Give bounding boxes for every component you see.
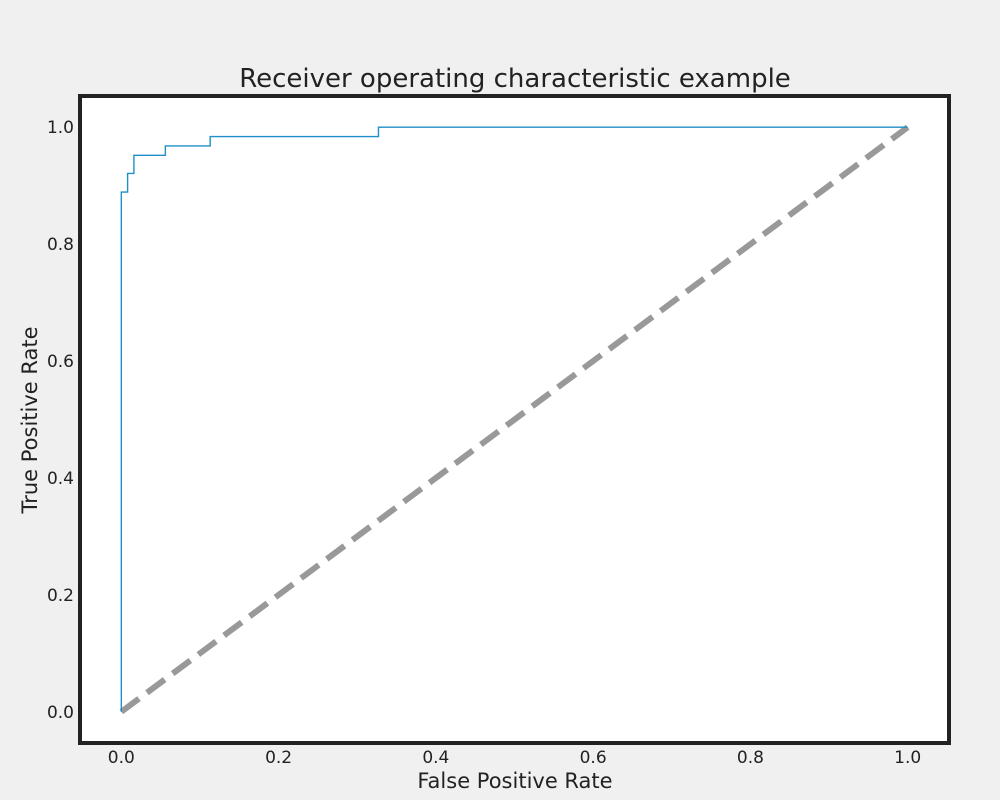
y-axis-ticks: 0.0 0.2 0.4 0.6 0.8 1.0 <box>47 118 74 723</box>
x-tick-label: 0.8 <box>737 748 764 768</box>
x-axis-title: False Positive Rate <box>417 769 612 793</box>
x-tick-label: 1.0 <box>894 748 921 768</box>
x-tick-label: 0.2 <box>265 748 292 768</box>
chance-line <box>119 124 910 715</box>
y-tick-label: 0.0 <box>47 703 74 723</box>
x-tick-label: 0.4 <box>422 748 449 768</box>
y-tick-label: 0.4 <box>47 469 74 489</box>
x-tick-label: 0.0 <box>108 748 135 768</box>
y-tick-label: 0.8 <box>47 235 74 255</box>
y-tick-label: 0.2 <box>47 586 74 606</box>
series-layer <box>119 124 910 715</box>
y-tick-label: 1.0 <box>47 118 74 138</box>
roc-curve-line <box>120 126 908 712</box>
x-axis-ticks: 0.0 0.2 0.4 0.6 0.8 1.0 <box>108 748 921 768</box>
y-tick-label: 0.6 <box>47 352 74 372</box>
chart-title: Receiver operating characteristic exampl… <box>239 64 791 94</box>
x-tick-label: 0.6 <box>580 748 607 768</box>
y-axis-title: True Positive Rate <box>18 326 42 514</box>
